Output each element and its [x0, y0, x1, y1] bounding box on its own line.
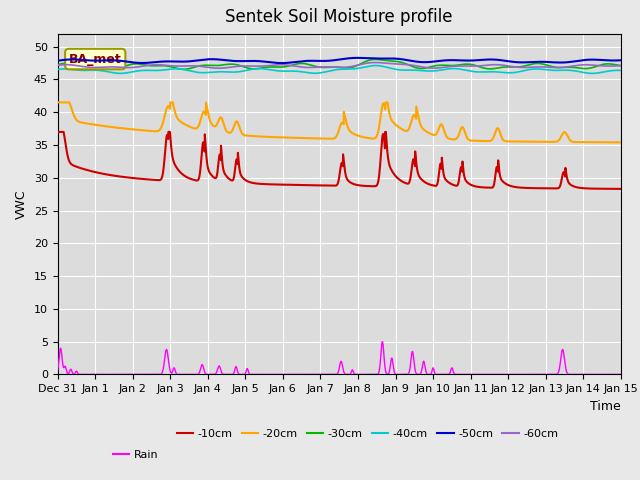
- X-axis label: Time: Time: [590, 400, 621, 413]
- Text: BA_met: BA_met: [69, 53, 122, 66]
- Y-axis label: VWC: VWC: [15, 189, 28, 219]
- Legend: Rain: Rain: [108, 445, 163, 464]
- Title: Sentek Soil Moisture profile: Sentek Soil Moisture profile: [225, 9, 453, 26]
